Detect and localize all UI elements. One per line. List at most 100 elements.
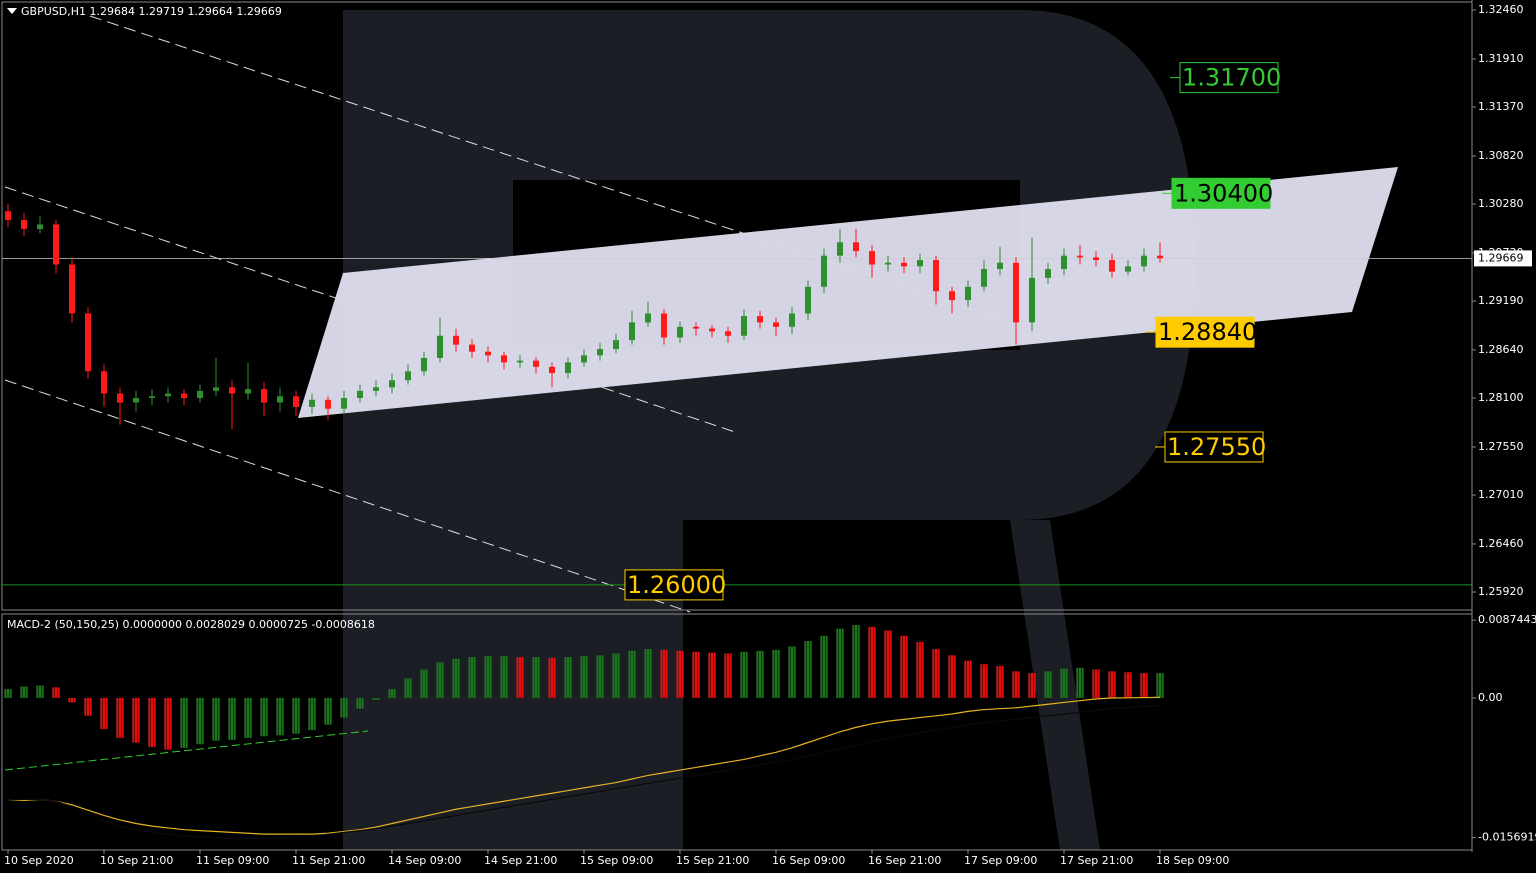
y-tick-label: 1.30820 (1478, 149, 1524, 162)
candle-body (1029, 277, 1035, 323)
candle-body (789, 313, 795, 327)
level-box (1155, 316, 1255, 348)
candle-body (805, 286, 811, 314)
x-tick-label: 15 Sep 21:00 (676, 854, 749, 867)
level-box (1179, 62, 1279, 94)
level-label: 1.26000 (627, 571, 726, 599)
candle-body (853, 242, 859, 252)
candle-body (357, 390, 363, 399)
watermark (343, 10, 1195, 850)
candle-body (917, 260, 923, 267)
candle-body (101, 371, 107, 394)
candle-body (869, 251, 875, 265)
candle-body (773, 322, 779, 327)
price-channel (298, 167, 1398, 418)
level-label: 1.31700 (1182, 64, 1281, 92)
macd-trend-line (4, 730, 369, 771)
candle-body (5, 211, 11, 221)
x-tick-label: 18 Sep 09:00 (1156, 854, 1229, 867)
candle-body (469, 344, 475, 352)
x-tick-label: 10 Sep 21:00 (100, 854, 173, 867)
candle-body (629, 322, 635, 341)
candle-body (709, 328, 715, 332)
candle-body (325, 399, 331, 409)
candle-body (181, 393, 187, 399)
candle-body (421, 357, 427, 372)
candle-body (1157, 255, 1163, 259)
y-tick-label: 1.27010 (1478, 488, 1524, 501)
y-tick-label: -0.0156919 (1478, 831, 1536, 844)
candle-body (453, 335, 459, 345)
candle-body (1061, 255, 1067, 269)
candle-body (373, 387, 379, 391)
candle-body (1013, 262, 1019, 323)
y-tick-label: 1.28640 (1478, 343, 1524, 356)
candle-body (341, 398, 347, 409)
candle-body (85, 313, 91, 372)
candle-body (309, 399, 315, 407)
level-label: 1.27550 (1167, 433, 1266, 461)
x-tick-label: 17 Sep 09:00 (964, 854, 1037, 867)
y-tick-label: 1.25920 (1478, 585, 1524, 598)
candle-body (741, 316, 747, 336)
candle-body (437, 335, 443, 358)
candle-body (517, 360, 523, 363)
y-tick-label: 1.32460 (1478, 3, 1524, 16)
candle-body (549, 366, 555, 374)
x-tick-label: 16 Sep 09:00 (772, 854, 845, 867)
y-tick-label: 1.30280 (1478, 197, 1524, 210)
trend-lines (4, 15, 1011, 613)
x-tick-label: 14 Sep 09:00 (388, 854, 461, 867)
level-label: 1.28840 (1158, 318, 1257, 346)
x-tick-label: 14 Sep 21:00 (484, 854, 557, 867)
candle-body (485, 351, 491, 356)
macd-title: MACD-2 (50,150,25) 0.0000000 0.0028029 0… (7, 618, 375, 631)
y-tick-label: 1.31370 (1478, 100, 1524, 113)
candle-body (389, 380, 395, 388)
candle-body (693, 326, 699, 329)
candle-body (53, 224, 59, 265)
candle-body (197, 390, 203, 399)
x-tick-label: 15 Sep 09:00 (580, 854, 653, 867)
candle-body (245, 389, 251, 394)
candle-body (613, 340, 619, 350)
candle-body (885, 262, 891, 265)
candle-body (645, 313, 651, 323)
candle-body (117, 393, 123, 403)
y-tick-label: 0.0087443 (1478, 613, 1536, 626)
candle-body (581, 355, 587, 363)
candle-body (997, 262, 1003, 269)
candle-body (229, 387, 235, 394)
candle-body (405, 371, 411, 381)
candle-body (837, 242, 843, 256)
y-tick-label: 0.00 (1478, 691, 1503, 704)
candle-body (501, 355, 507, 363)
candle-body (133, 398, 139, 403)
candle-body (293, 396, 299, 407)
level-box (624, 569, 724, 601)
candle-body (1109, 260, 1115, 272)
y-tick-label: 1.26460 (1478, 537, 1524, 550)
level-box (1171, 177, 1271, 209)
candle-body (949, 291, 955, 301)
dropdown-arrow (7, 8, 17, 14)
candle-body (1045, 268, 1051, 278)
candle-body (677, 326, 683, 338)
candle-body (1077, 255, 1083, 258)
chart-title: GBPUSD,H1 1.29684 1.29719 1.29664 1.2966… (21, 5, 282, 18)
candle-body (565, 362, 571, 374)
candle-body (933, 260, 939, 292)
candle-body (981, 268, 987, 287)
candle-body (725, 331, 731, 336)
candle-body (37, 224, 43, 229)
candle-body (533, 360, 539, 367)
level-label: 1.30400 (1174, 179, 1273, 207)
level-box (1164, 431, 1264, 463)
x-tick-label: 16 Sep 21:00 (868, 854, 941, 867)
candle-body (1141, 255, 1147, 267)
candle-body (757, 316, 763, 323)
candle-body (1093, 257, 1099, 261)
y-tick-label: 1.28100 (1478, 391, 1524, 404)
